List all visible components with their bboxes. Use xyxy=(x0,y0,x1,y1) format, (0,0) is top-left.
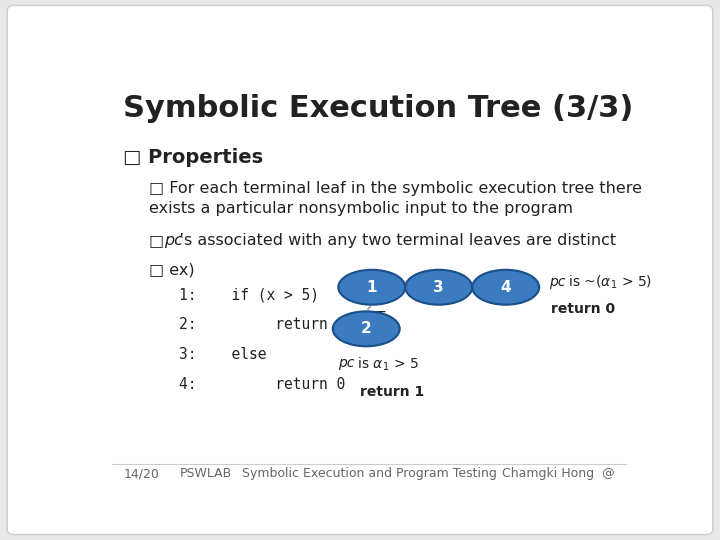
Text: Symbolic Execution Tree (3/3): Symbolic Execution Tree (3/3) xyxy=(124,94,634,123)
Text: return 0: return 0 xyxy=(551,302,615,316)
Text: 2: 2 xyxy=(361,321,372,336)
Ellipse shape xyxy=(333,312,400,346)
Text: Chamgki Hong  @: Chamgki Hong @ xyxy=(502,467,615,480)
Text: □ For each terminal leaf in the symbolic execution tree there
exists a particula: □ For each terminal leaf in the symbolic… xyxy=(148,181,642,216)
Text: 4: 4 xyxy=(500,280,511,295)
FancyBboxPatch shape xyxy=(7,5,713,535)
Ellipse shape xyxy=(405,270,472,305)
Text: □: □ xyxy=(148,233,168,248)
Text: pc: pc xyxy=(163,233,183,248)
Text: is $\alpha_1$ > 5: is $\alpha_1$ > 5 xyxy=(354,356,419,373)
Ellipse shape xyxy=(472,270,539,305)
Text: □ Properties: □ Properties xyxy=(124,148,264,167)
Text: T: T xyxy=(377,311,386,326)
Text: 3: 3 xyxy=(433,280,444,295)
Text: return 1: return 1 xyxy=(359,385,424,399)
Text: 4:         return 0: 4: return 0 xyxy=(179,377,346,392)
Text: PSWLAB: PSWLAB xyxy=(179,467,232,480)
Text: □ ex): □ ex) xyxy=(148,262,194,278)
Text: pc: pc xyxy=(549,275,566,289)
Text: 3:    else: 3: else xyxy=(179,347,267,362)
Text: Symbolic Execution and Program Testing: Symbolic Execution and Program Testing xyxy=(242,467,496,480)
Text: 1:    if (x > 5): 1: if (x > 5) xyxy=(179,287,319,302)
Text: 14/20: 14/20 xyxy=(124,467,159,480)
Text: F: F xyxy=(410,276,418,292)
Text: 2:         return 1: 2: return 1 xyxy=(179,317,346,332)
Text: 1: 1 xyxy=(366,280,377,295)
Ellipse shape xyxy=(338,270,405,305)
Text: pc: pc xyxy=(338,356,355,370)
Text: ’s associated with any two terminal leaves are distinct: ’s associated with any two terminal leav… xyxy=(179,233,616,248)
Text: is ~($\alpha_1$ > 5): is ~($\alpha_1$ > 5) xyxy=(564,274,652,291)
